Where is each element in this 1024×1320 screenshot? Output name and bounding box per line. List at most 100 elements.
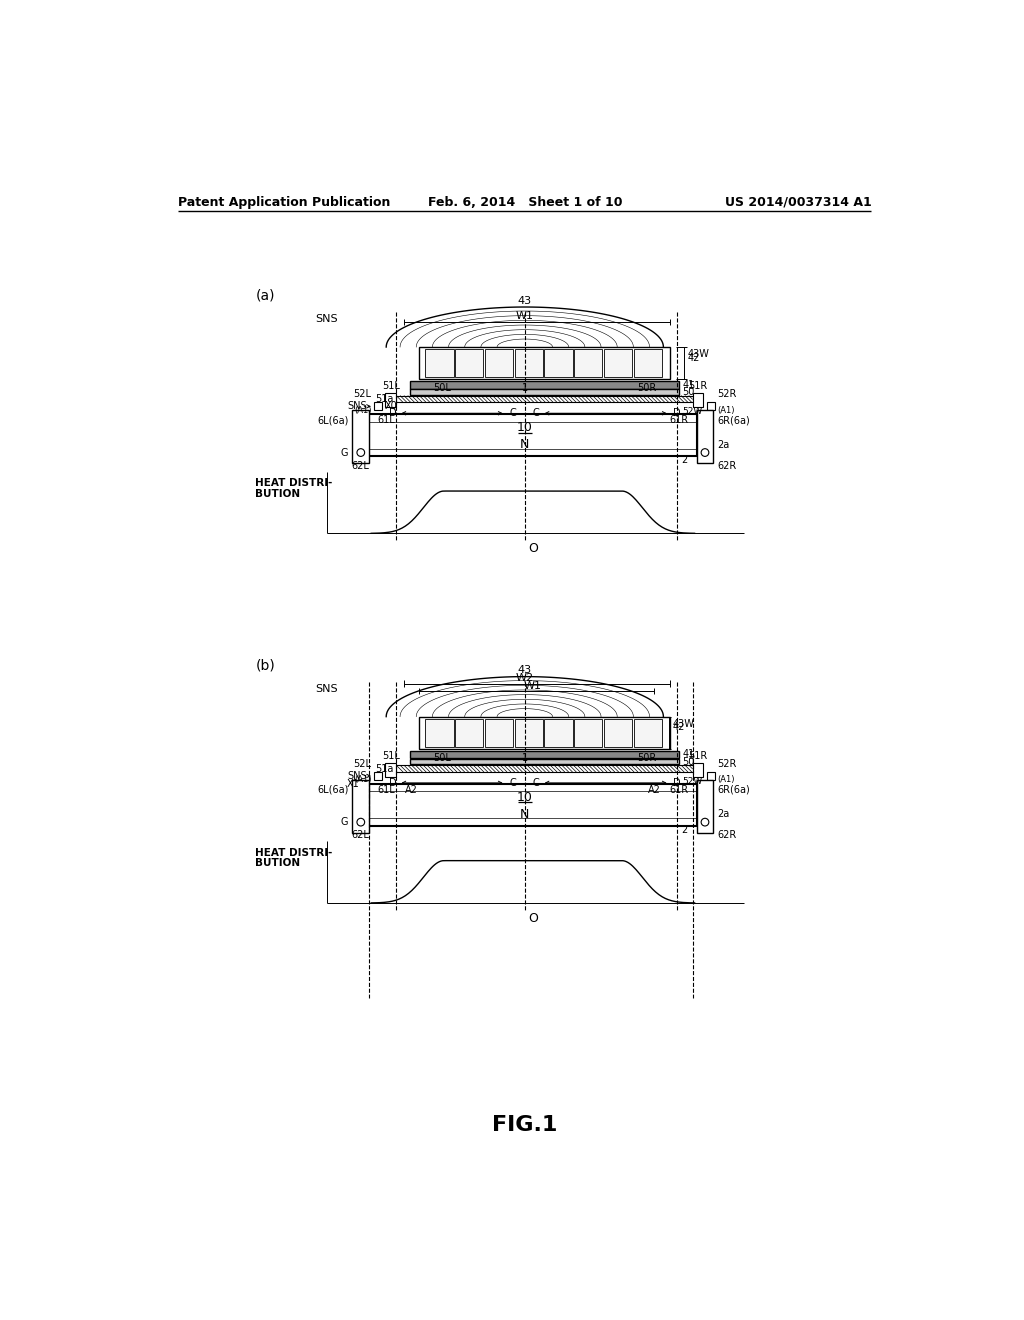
Bar <box>634 350 662 378</box>
Text: 42: 42 <box>688 352 700 363</box>
Bar <box>707 772 715 780</box>
Text: 50R: 50R <box>637 383 656 393</box>
Text: 6R(6a): 6R(6a) <box>717 416 750 425</box>
Text: D: D <box>674 408 681 418</box>
Text: 51L: 51L <box>382 381 399 391</box>
Text: 6L(6a): 6L(6a) <box>317 416 348 425</box>
Text: SNS: SNS <box>315 684 338 694</box>
Text: FIG.1: FIG.1 <box>493 1115 557 1135</box>
Bar <box>692 763 703 776</box>
Text: O: O <box>528 543 538 556</box>
Bar <box>707 403 715 411</box>
Bar <box>425 350 454 378</box>
Text: 43W: 43W <box>673 719 694 729</box>
Bar <box>370 414 696 457</box>
Bar <box>374 772 382 780</box>
Text: C: C <box>532 777 540 788</box>
Text: HEAT DISTRI-: HEAT DISTRI- <box>255 847 333 858</box>
Text: BUTION: BUTION <box>255 858 300 869</box>
Text: 52L: 52L <box>353 389 372 400</box>
Text: 2a: 2a <box>717 440 729 450</box>
Bar <box>385 763 396 776</box>
Text: G: G <box>341 447 348 458</box>
Text: 41: 41 <box>683 750 695 759</box>
Text: 51a: 51a <box>376 764 394 774</box>
Bar <box>604 350 632 378</box>
Bar <box>419 347 670 379</box>
Text: 50R: 50R <box>637 752 656 763</box>
Bar <box>410 381 679 388</box>
Text: 62L: 62L <box>352 461 370 471</box>
Text: A2: A2 <box>406 785 418 795</box>
Text: US 2014/0037314 A1: US 2014/0037314 A1 <box>725 195 871 209</box>
Bar <box>696 411 714 463</box>
Text: 52R: 52R <box>717 759 736 770</box>
Bar <box>425 719 454 747</box>
Text: W2: W2 <box>516 673 534 684</box>
Text: (a): (a) <box>255 289 274 302</box>
Bar <box>410 759 679 764</box>
Text: 51a: 51a <box>376 395 394 404</box>
Text: N: N <box>520 438 529 451</box>
Text: SNS: SNS <box>347 771 367 781</box>
Bar <box>396 396 692 403</box>
Text: W1: W1 <box>523 681 542 690</box>
Text: 52R: 52R <box>717 389 736 400</box>
Text: 51R: 51R <box>688 381 708 391</box>
Text: 50: 50 <box>683 387 695 397</box>
Text: X1: X1 <box>347 779 359 788</box>
Bar <box>352 780 370 833</box>
Bar <box>456 719 483 747</box>
Text: 51L: 51L <box>382 751 399 760</box>
Bar <box>352 411 370 463</box>
Text: (A1): (A1) <box>717 775 735 784</box>
Text: 52L: 52L <box>353 759 372 770</box>
Text: 43: 43 <box>518 665 531 676</box>
Text: 61L: 61L <box>377 416 394 425</box>
Bar <box>574 350 602 378</box>
Text: 1: 1 <box>522 752 527 763</box>
Bar <box>515 350 543 378</box>
Text: 43: 43 <box>518 296 531 306</box>
Bar <box>545 350 572 378</box>
Text: 61R: 61R <box>670 416 689 425</box>
Bar <box>374 403 382 411</box>
Bar <box>385 393 396 407</box>
Bar <box>604 719 632 747</box>
Bar <box>485 719 513 747</box>
Text: Patent Application Publication: Patent Application Publication <box>178 195 391 209</box>
Text: 61L: 61L <box>377 785 394 795</box>
Text: HEAT DISTRI-: HEAT DISTRI- <box>255 478 333 488</box>
Text: 52W: 52W <box>683 408 702 416</box>
Text: (b): (b) <box>255 659 275 672</box>
Text: 2a: 2a <box>717 809 729 820</box>
Text: N: N <box>520 808 529 821</box>
Text: 52W: 52W <box>683 777 702 785</box>
Text: 50: 50 <box>683 756 695 767</box>
Text: D: D <box>674 777 681 788</box>
Text: (A1): (A1) <box>717 405 735 414</box>
Text: (A1): (A1) <box>354 405 372 414</box>
Text: C: C <box>532 408 540 418</box>
Text: (A1): (A1) <box>354 775 372 784</box>
Text: 10: 10 <box>517 421 532 434</box>
Text: 1: 1 <box>522 383 527 393</box>
Text: W1: W1 <box>516 312 534 321</box>
Text: C: C <box>509 777 516 788</box>
Text: 6L(6a): 6L(6a) <box>317 785 348 795</box>
Bar <box>410 751 679 758</box>
Bar <box>515 719 543 747</box>
Bar <box>396 766 692 772</box>
Bar <box>696 780 714 833</box>
Bar <box>485 350 513 378</box>
Text: 2: 2 <box>681 825 687 834</box>
Bar <box>456 350 483 378</box>
Text: 6R(6a): 6R(6a) <box>717 785 750 795</box>
Text: X0: X0 <box>385 401 397 412</box>
Text: 10: 10 <box>517 791 532 804</box>
Text: 41: 41 <box>683 380 695 389</box>
Text: 50L: 50L <box>433 383 452 393</box>
Text: SNS: SNS <box>315 314 338 325</box>
Bar <box>634 719 662 747</box>
Bar <box>574 719 602 747</box>
